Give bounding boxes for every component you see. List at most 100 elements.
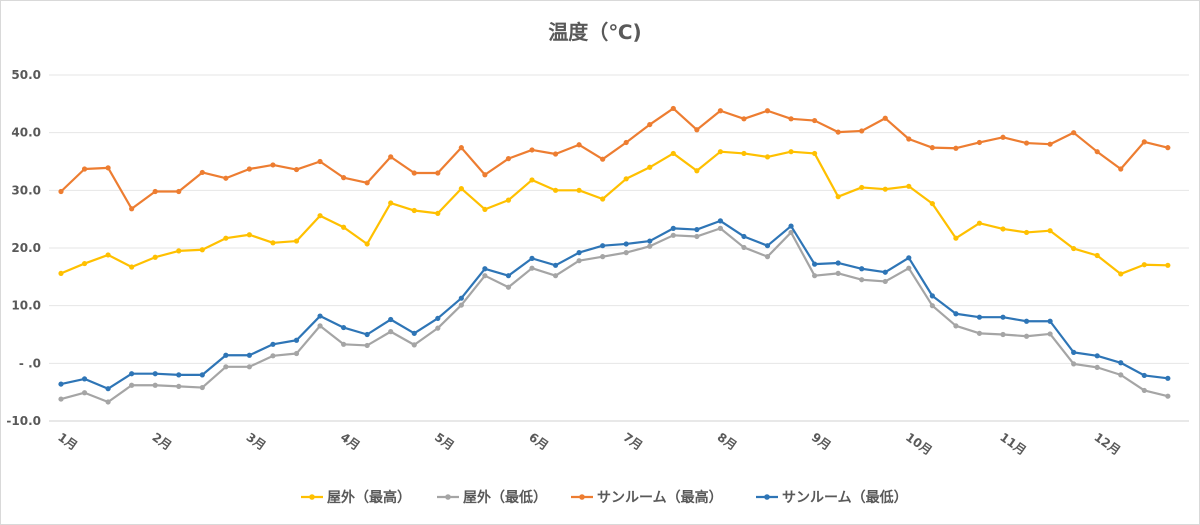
data-point xyxy=(1071,349,1077,355)
data-point xyxy=(246,232,252,238)
data-point xyxy=(435,210,441,216)
data-point xyxy=(1000,226,1006,232)
data-point xyxy=(1023,229,1030,236)
data-point xyxy=(199,372,205,378)
data-point xyxy=(364,241,370,247)
data-point xyxy=(576,187,582,193)
data-point xyxy=(482,273,488,279)
data-point xyxy=(1165,145,1171,151)
data-point xyxy=(1094,252,1100,259)
data-point xyxy=(1047,331,1053,337)
data-point xyxy=(741,116,747,122)
data-point xyxy=(411,207,417,214)
data-point xyxy=(246,364,252,370)
data-point xyxy=(812,150,818,157)
data-point xyxy=(152,382,158,388)
data-point xyxy=(58,188,64,195)
data-point xyxy=(411,330,417,336)
data-point xyxy=(976,139,983,146)
data-point xyxy=(976,220,983,226)
data-point xyxy=(246,352,252,358)
legend-item: サンルーム（最高） xyxy=(571,489,723,506)
data-point xyxy=(293,350,300,357)
legend-marker xyxy=(579,494,585,500)
data-point xyxy=(341,175,347,181)
data-point xyxy=(529,265,535,271)
legend-label: 屋外（最低） xyxy=(463,489,547,506)
data-point xyxy=(388,329,394,335)
data-point xyxy=(176,372,182,378)
data-point xyxy=(105,165,111,171)
data-point xyxy=(835,129,841,135)
data-point xyxy=(270,353,276,359)
data-point xyxy=(341,324,347,331)
data-point xyxy=(552,262,559,268)
data-point xyxy=(600,254,606,260)
legend-marker xyxy=(309,494,315,500)
data-point xyxy=(270,240,276,246)
x-tick-label: 10月 xyxy=(903,430,935,458)
data-point xyxy=(1071,245,1077,252)
data-point xyxy=(105,252,111,258)
data-point xyxy=(529,255,535,261)
data-point xyxy=(435,315,441,321)
x-tick-label: 7月 xyxy=(620,430,645,453)
data-point xyxy=(176,383,182,389)
data-point xyxy=(812,117,818,124)
data-point xyxy=(270,341,276,347)
data-point xyxy=(388,200,394,206)
series-line xyxy=(60,219,1168,390)
data-point xyxy=(882,269,888,275)
data-point xyxy=(1071,130,1077,136)
x-axis-tick-labels: 1月 2月 3月 4月 5月 6月 7月 8月 9月 10月 11月 12月 xyxy=(55,430,1123,458)
data-point xyxy=(694,168,700,174)
data-point xyxy=(270,162,276,168)
data-point xyxy=(929,200,935,207)
data-point xyxy=(341,224,347,230)
data-point xyxy=(882,115,888,121)
data-point xyxy=(929,145,935,151)
data-point xyxy=(694,127,700,133)
data-point xyxy=(293,337,300,343)
data-point xyxy=(623,241,629,247)
data-point xyxy=(58,270,64,276)
data-point xyxy=(906,255,912,261)
data-point xyxy=(552,151,559,157)
legend-label: サンルーム（最低） xyxy=(782,489,908,506)
data-point xyxy=(223,364,229,370)
data-point xyxy=(105,386,111,392)
data-point xyxy=(1118,271,1124,277)
data-point xyxy=(341,341,347,347)
data-point xyxy=(1141,262,1147,268)
data-point xyxy=(435,325,441,331)
data-point xyxy=(953,235,959,241)
data-point xyxy=(882,186,888,192)
data-point xyxy=(1023,318,1030,324)
data-point xyxy=(364,342,370,349)
data-point xyxy=(788,149,794,155)
data-point xyxy=(976,330,983,336)
data-point xyxy=(647,164,653,170)
data-point xyxy=(1000,134,1006,140)
data-point xyxy=(1094,364,1100,370)
data-point xyxy=(670,225,676,231)
data-point xyxy=(953,145,959,151)
y-tick-label: 40.0 xyxy=(11,126,41,140)
data-point xyxy=(1071,361,1077,367)
data-point xyxy=(623,139,629,146)
y-tick-label: -10.0 xyxy=(6,414,41,428)
legend-item: 屋外（最高） xyxy=(301,489,411,506)
data-point xyxy=(317,313,323,319)
data-point xyxy=(1000,331,1006,338)
data-point xyxy=(764,154,771,160)
legend-marker xyxy=(445,494,451,500)
data-point xyxy=(788,229,794,236)
data-point xyxy=(647,238,653,244)
data-point xyxy=(764,108,771,114)
data-point xyxy=(717,108,724,114)
data-point xyxy=(1141,139,1147,145)
data-point xyxy=(129,382,135,388)
series-line xyxy=(60,107,1169,210)
data-point xyxy=(623,176,629,182)
